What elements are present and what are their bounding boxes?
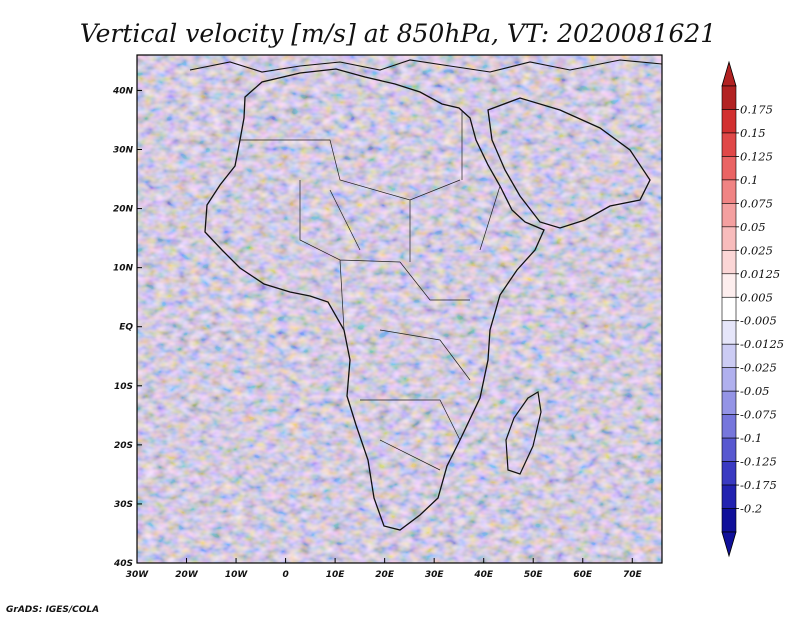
map-frame [136,54,663,564]
coastline-africa [204,68,545,531]
colorbar-label: 0.0125 [740,267,780,281]
x-tick-label: 20W [175,570,199,580]
x-tick-label: 10W [225,570,249,580]
x-tick-label: 70E [623,570,643,580]
velocity-field-texture [137,55,662,563]
colorbar-box [721,203,737,228]
coastline-europe [189,59,662,73]
colorbar-bottom-arrow [721,531,737,558]
colorbar-box [721,85,737,110]
y-tick-label: 40N [112,86,134,96]
x-tick-label: 20E [375,570,395,580]
colorbar-label: 0.125 [740,149,773,163]
colorbar-label: 0.05 [740,220,766,234]
colorbar-label: -0.0125 [740,337,784,351]
colorbar-label: 0.1 [740,173,758,187]
x-tick-label: 30E [425,570,445,580]
coastline-arabia [487,97,651,229]
colorbar-label: 0.005 [740,290,773,304]
colorbar-label: -0.175 [740,478,777,492]
colorbar-box [721,273,737,298]
colorbar-box [721,132,737,157]
colorbar-box [721,156,737,181]
y-tick-label: EQ [119,323,133,333]
colorbar: 0.175 0.15 0.125 0.1 0.075 0.05 0.025 0.0125 0.0… [721,60,784,558]
colorbar-top-arrow [721,60,737,87]
colorbar-label: -0.075 [740,408,777,422]
x-axis-ticks: 30W 20W 10W 0 10E 20E 30E 40E 50E 60E 70E [126,558,643,580]
colorbar-box [721,109,737,134]
y-tick-label: 30N [113,146,134,156]
colorbar-box [721,179,737,204]
y-tick-label: 20N [113,205,134,215]
colorbar-box [721,461,737,486]
colorbar-label: -0.05 [740,384,770,398]
colorbar-box [721,508,737,533]
x-tick-label: 60E [573,570,593,580]
x-tick-label: 40E [473,570,494,580]
y-tick-label: 10N [113,264,134,274]
colorbar-box [721,484,737,509]
x-tick-label: 50E [524,570,544,580]
x-tick-label: 30W [126,570,150,580]
colorbar-box [721,296,737,322]
colorbar-label: -0.125 [740,455,777,469]
colorbar-box [721,320,737,345]
colorbar-box [721,390,737,415]
colorbar-label: 0.15 [740,126,766,140]
map-area [137,55,662,563]
colorbar-label: 0.075 [740,196,773,210]
colorbar-box [721,226,737,251]
colorbar-box [721,343,737,368]
y-tick-label: 20S [114,441,133,451]
colorbar-label: -0.025 [740,361,777,375]
y-axis-ticks: 40N 30N 20N 10N EQ 10S 20S 30S 40S [112,86,142,569]
colorbar-label: 0.025 [740,243,773,257]
colorbar-label: -0.2 [740,502,762,516]
colorbar-box [721,437,737,462]
y-tick-label: 10S [114,382,133,392]
y-tick-label: 40S [113,559,133,569]
colorbar-label: 0.175 [740,102,773,116]
country-borders [240,110,501,471]
x-tick-label: 0 [282,570,288,580]
colorbar-box [721,367,737,392]
colorbar-box [721,414,737,439]
map-title: Vertical velocity [m/s] at 850hPa, VT: 2… [80,19,716,48]
colorbar-label: -0.1 [740,431,762,445]
grads-credit: GrADS: IGES/COLA [6,605,99,615]
x-tick-label: 10E [326,570,346,580]
colorbar-label: -0.005 [740,314,777,328]
coastline-madagascar [505,391,542,475]
y-tick-label: 30S [114,500,133,510]
colorbar-box [721,250,737,275]
